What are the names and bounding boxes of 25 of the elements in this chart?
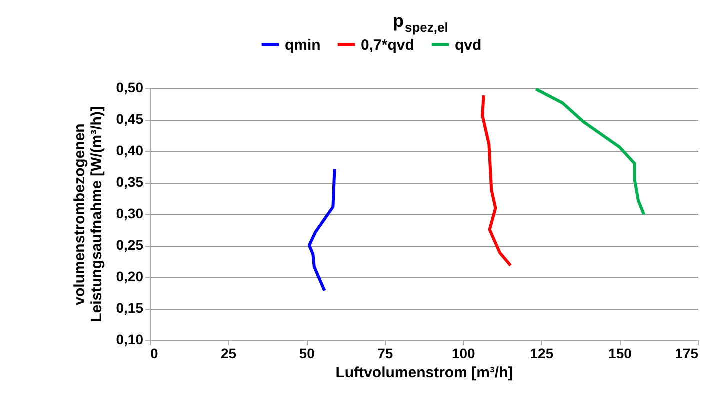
y-tick-label: 0,30 bbox=[116, 206, 144, 222]
y-tick-label: 0,25 bbox=[116, 237, 144, 253]
y-axis-title: volumenstrombezogenen Leistungsaufnahme [W/(m³/h)] bbox=[71, 106, 106, 322]
legend-label: 0,7*qvd bbox=[361, 36, 414, 54]
x-tick-label: 125 bbox=[530, 346, 554, 362]
line-series bbox=[481, 94, 512, 268]
line-series bbox=[534, 88, 646, 216]
y-tick-label: 0,50 bbox=[116, 80, 144, 96]
y-tick-label: 0,45 bbox=[116, 111, 144, 127]
y-tick-label: 0,20 bbox=[116, 268, 144, 284]
line-series bbox=[308, 168, 336, 292]
x-axis-title: Luftvolumenstrom [m³/h] bbox=[336, 364, 514, 382]
legend-label: qmin bbox=[285, 36, 321, 54]
y-tick-label: 0,15 bbox=[116, 300, 144, 316]
y-tick-label: 0,10 bbox=[116, 332, 144, 348]
x-tick-label: 150 bbox=[608, 346, 632, 362]
legend-label: qvd bbox=[455, 36, 482, 54]
y-tick-label: 0,40 bbox=[116, 142, 144, 158]
x-tick-label: 75 bbox=[378, 346, 394, 362]
x-tick-label: 0 bbox=[150, 346, 158, 362]
x-tick-label: 175 bbox=[675, 346, 699, 362]
x-tick-label: 25 bbox=[220, 346, 237, 362]
y-tick-label: 0,35 bbox=[116, 174, 144, 190]
x-tick-label: 50 bbox=[299, 346, 316, 362]
x-tick-label: 100 bbox=[452, 346, 476, 362]
